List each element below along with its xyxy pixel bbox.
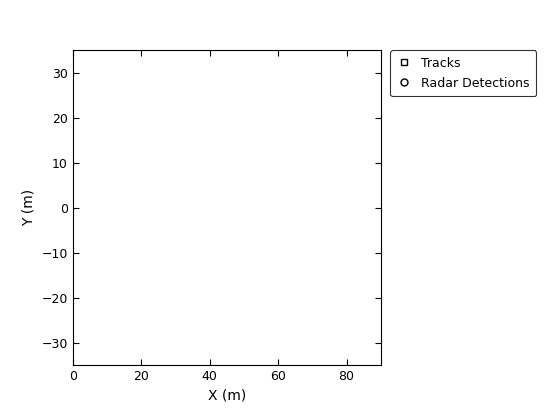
X-axis label: X (m): X (m) [208, 389, 246, 403]
Y-axis label: Y (m): Y (m) [22, 189, 36, 226]
Legend: Tracks, Radar Detections: Tracks, Radar Detections [390, 50, 536, 97]
